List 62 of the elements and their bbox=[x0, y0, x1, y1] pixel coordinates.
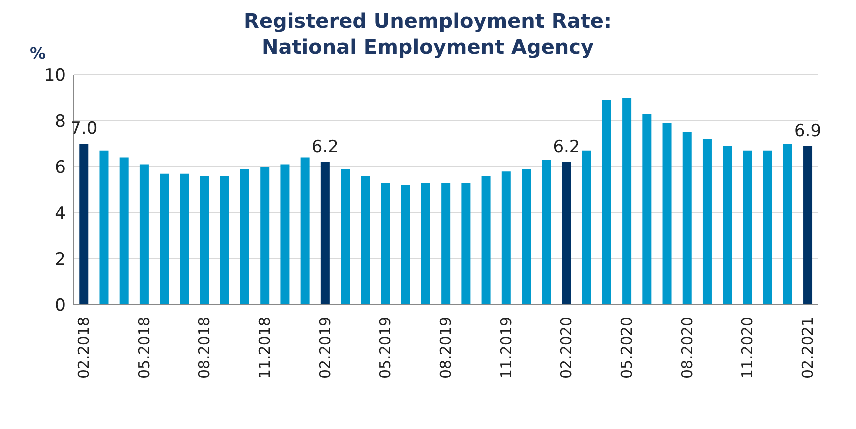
bar bbox=[300, 158, 310, 305]
y-tick-label: 2 bbox=[55, 250, 66, 270]
x-tick-label: 08.2019 bbox=[437, 317, 455, 380]
bar bbox=[341, 169, 350, 305]
x-tick-label: 02.2020 bbox=[558, 317, 576, 380]
y-tick-label: 0 bbox=[55, 296, 66, 316]
y-axis-title: % bbox=[30, 44, 46, 63]
bar bbox=[80, 144, 89, 305]
bar bbox=[160, 174, 170, 305]
x-tick-label: 02.2021 bbox=[798, 317, 817, 380]
bar bbox=[602, 100, 612, 305]
x-tick-label: 05.2019 bbox=[376, 317, 395, 380]
bar bbox=[421, 183, 430, 305]
bar bbox=[482, 176, 491, 305]
bar bbox=[783, 144, 792, 305]
bar bbox=[763, 150, 772, 305]
data-label: 6.9 bbox=[794, 121, 822, 142]
bar bbox=[562, 162, 572, 305]
x-tick-label: 11.2018 bbox=[256, 317, 274, 380]
data-label: 7.0 bbox=[70, 119, 98, 139]
y-tick-label: 4 bbox=[55, 204, 66, 224]
bar bbox=[743, 150, 752, 305]
bar bbox=[542, 160, 552, 305]
bar bbox=[140, 164, 149, 305]
bar bbox=[442, 183, 451, 305]
data-label: 6.2 bbox=[312, 137, 339, 158]
x-tick-label: 11.2019 bbox=[497, 317, 516, 380]
bar bbox=[220, 176, 230, 305]
y-tick-label: 6 bbox=[55, 158, 66, 178]
chart-title: Registered Unemployment Rate: National Employment Agency bbox=[243, 8, 613, 60]
bar bbox=[723, 146, 732, 305]
bar bbox=[200, 176, 210, 305]
bar bbox=[320, 162, 330, 305]
bar bbox=[361, 176, 370, 305]
x-tick-label: 05.2020 bbox=[618, 317, 636, 380]
bar bbox=[682, 132, 692, 305]
x-tick-label: 05.2018 bbox=[135, 317, 154, 380]
x-tick-label: 08.2020 bbox=[678, 317, 696, 380]
x-tick-label: 02.2018 bbox=[75, 317, 94, 380]
bar bbox=[280, 164, 290, 305]
bar bbox=[240, 169, 250, 305]
bar bbox=[642, 114, 652, 305]
bar bbox=[100, 150, 109, 305]
bar bbox=[260, 167, 270, 305]
bar bbox=[381, 183, 390, 305]
y-tick-label: 10 bbox=[44, 66, 66, 86]
bar bbox=[662, 123, 672, 305]
bar bbox=[622, 98, 632, 305]
x-tick-label: 08.2018 bbox=[196, 317, 214, 380]
bar bbox=[401, 185, 410, 305]
bar bbox=[120, 158, 129, 305]
bar bbox=[522, 169, 532, 305]
x-tick-label: 02.2019 bbox=[316, 317, 334, 380]
y-tick-label: 8 bbox=[55, 112, 66, 132]
bar bbox=[582, 150, 592, 305]
bar bbox=[462, 183, 471, 305]
bar bbox=[502, 172, 511, 305]
data-label: 6.2 bbox=[553, 137, 580, 158]
bar bbox=[804, 146, 813, 305]
x-tick-label: 11.2020 bbox=[738, 317, 757, 380]
bar bbox=[702, 139, 712, 305]
bar bbox=[180, 174, 190, 305]
